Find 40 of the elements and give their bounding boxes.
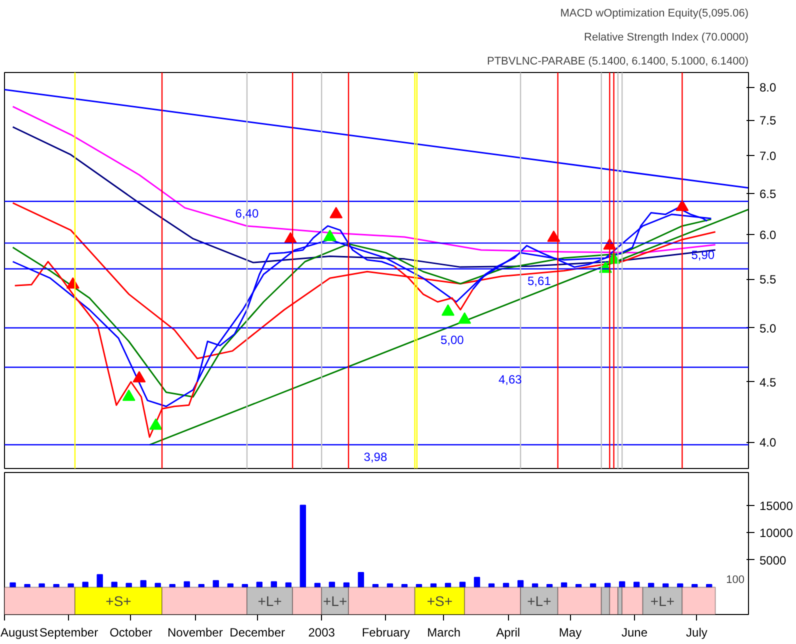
y-tick-label: 6.0 — [760, 228, 777, 242]
x-tick-label: 2003 — [308, 626, 336, 640]
annotation: 4,63 — [498, 372, 522, 386]
text: PTBVLNC-PARABE (5.1400, 6.1400, 5.1000, 6.1400) — [486, 56, 749, 68]
annotation: 5,00 — [440, 332, 464, 347]
y-tick-label: 5.0 — [760, 321, 777, 336]
x-tick-label: December — [230, 626, 286, 640]
y-tick-label: 5000 — [760, 553, 787, 568]
x-tick-label: October — [110, 626, 152, 640]
text: Relative Strength Index (70.0000) — [584, 32, 749, 44]
y-tick-label: 10000 — [760, 526, 794, 540]
x-tick-label: November — [167, 626, 223, 640]
y-tick-label: 8.0 — [760, 80, 777, 95]
y-tick-label: 7.5 — [760, 114, 777, 128]
x-tick-label: September — [39, 626, 98, 640]
x-tick-label: July — [686, 626, 708, 640]
annotation: 100 — [726, 574, 745, 586]
annotation: 5,90 — [691, 248, 715, 262]
text: MACD wOptimization Equity(5,095.06) — [560, 8, 748, 20]
band-label: +S+ — [426, 592, 453, 609]
annotation: 6,40 — [235, 206, 259, 220]
annotation: 3,98 — [364, 450, 388, 464]
y-tick-label: 4.0 — [760, 436, 777, 450]
x-tick-label: April — [496, 626, 520, 640]
y-tick-label: 5.5 — [760, 272, 777, 287]
y-tick-label: 15000 — [760, 498, 794, 513]
x-tick-label: June — [622, 626, 648, 640]
x-tick-label: March — [427, 626, 461, 640]
band-label: +L+ — [527, 592, 552, 609]
x-tick-label: May — [558, 626, 582, 640]
y-tick-label: 4.5 — [760, 375, 777, 390]
y-tick-label: 7.0 — [760, 148, 777, 163]
band-label: +S+ — [106, 592, 132, 609]
band-label: +L+ — [322, 592, 348, 609]
annotation: 5,61 — [528, 274, 552, 288]
y-tick-label: 6.5 — [760, 186, 777, 201]
x-tick-label: August — [0, 626, 39, 640]
x-tick-label: February — [362, 626, 410, 640]
band-label: +L+ — [258, 592, 282, 609]
band-label: +L+ — [650, 592, 675, 609]
